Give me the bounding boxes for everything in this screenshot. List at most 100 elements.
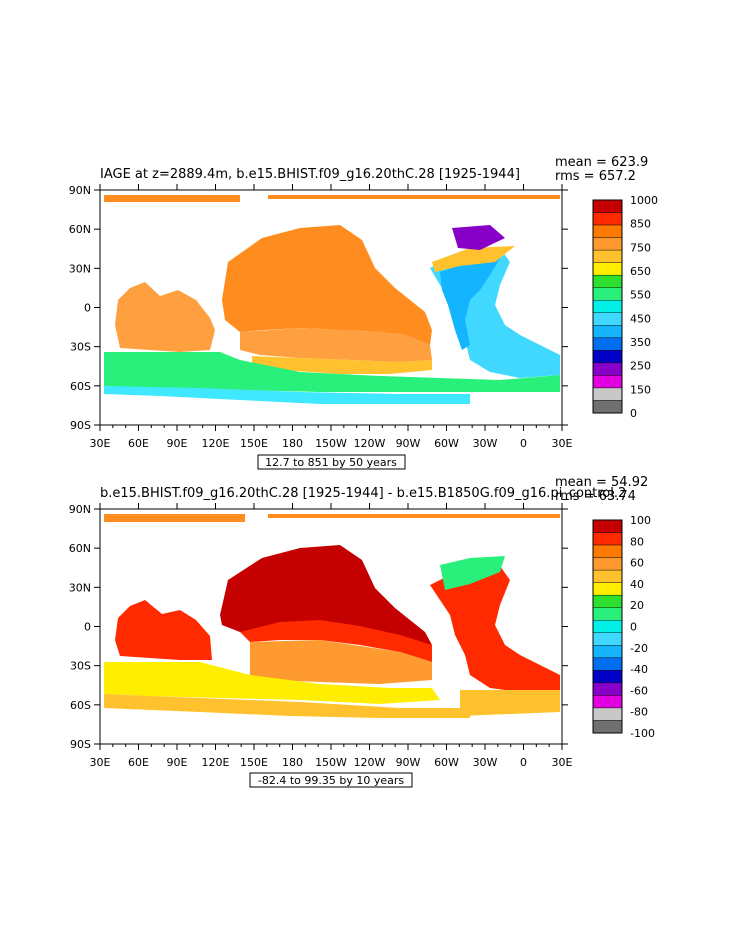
x-axis: 30E 60E 90E 120E 150E 180 150W 120W 90W 60W 30W 0 30…	[90, 184, 573, 450]
rms-stat: rms = 657.2	[555, 169, 636, 184]
colorbar-swatch	[592, 707, 623, 721]
region-north-atlantic-cyan	[440, 556, 505, 590]
x-tick-label: 150E	[240, 437, 268, 450]
x-tick-label: 90E	[167, 756, 188, 769]
colorbar-label: 150	[630, 383, 651, 396]
colorbar-swatch	[592, 325, 623, 339]
y-axis: 90N 60N 30N 0 30S 60S 90S	[69, 503, 568, 751]
colorbar-swatch	[592, 400, 623, 414]
colorbar-label: -80	[630, 706, 648, 719]
x-tick-label: 180	[282, 437, 303, 450]
mean-stat: mean = 623.9	[555, 155, 648, 170]
colorbar-swatch	[592, 262, 623, 276]
colorbar-swatch	[592, 199, 623, 213]
region-south-pacific-yellow	[104, 662, 440, 704]
colorbar-swatch	[592, 569, 623, 583]
x-tick-label: 60E	[128, 756, 149, 769]
colorbar-swatch	[592, 594, 623, 608]
region-indian-ocean	[115, 600, 212, 660]
x-tick-label: 120W	[354, 437, 386, 450]
colorbar-label: 550	[630, 289, 651, 302]
region-arctic-strip	[268, 514, 560, 518]
y-tick-label: 60S	[70, 699, 91, 712]
colorbar-swatch	[592, 212, 623, 226]
region-north-pacific	[220, 545, 432, 645]
colorbar-swatch	[592, 237, 623, 251]
panel-title: b.e15.BHIST.f09_g16.20thC.28 [1925-1944]…	[100, 486, 626, 501]
y-tick-label: 90N	[69, 184, 91, 197]
colorbar-frame	[592, 199, 623, 414]
region-southern-ocean-green	[104, 352, 560, 392]
region-greenland-gray	[452, 225, 505, 250]
colorbar-swatch	[592, 300, 623, 313]
region-arctic-strip	[104, 195, 240, 202]
region-arctic-strip	[104, 514, 245, 522]
x-tick-label: 120E	[202, 437, 230, 450]
rms-stat: rms = 63.74	[555, 489, 636, 504]
x-tick-label: 90W	[396, 437, 421, 450]
x-tick-label: 30E	[90, 756, 111, 769]
y-tick-label: 90S	[70, 738, 91, 751]
colorbar-swatch	[592, 582, 623, 596]
x-tick-label: 60E	[128, 437, 149, 450]
colorbar: 1000 850 750 650 550 450 350 250 150 0	[592, 194, 658, 420]
region-southern-ocean-cyan	[104, 386, 470, 404]
map	[99, 508, 563, 745]
x-tick-label: 60W	[434, 437, 459, 450]
region-equatorial-pacific	[240, 620, 432, 662]
colorbar-swatch	[592, 224, 623, 238]
region-atlantic-green	[430, 566, 560, 692]
x-tick-label: 150W	[315, 437, 347, 450]
caption-box: -82.4 to 99.35 by 10 years	[249, 772, 413, 788]
colorbar-label: 80	[630, 535, 644, 548]
map	[99, 189, 563, 426]
colorbar-swatch	[592, 519, 623, 533]
x-tick-label: 150E	[240, 756, 268, 769]
colorbar-swatch	[592, 670, 623, 684]
x-tick-label: 90E	[167, 437, 188, 450]
x-tick-label: 180	[282, 756, 303, 769]
region-north-pacific	[222, 225, 432, 345]
region-south-pacific-mid	[240, 328, 432, 362]
y-axis: 90N 60N 30N 0 30S 60S 90S	[69, 184, 568, 432]
colorbar-label: 40	[630, 578, 644, 591]
region-south-pacific-yellow	[252, 356, 432, 374]
caption-text: -82.4 to 99.35 by 10 years	[258, 774, 405, 787]
colorbar-swatch	[592, 620, 623, 633]
y-tick-label: 30N	[69, 581, 91, 594]
colorbar-label: 0	[630, 407, 637, 420]
region-arctic-strip	[268, 195, 560, 199]
x-tick-label: 30W	[473, 756, 498, 769]
x-tick-label: 30W	[473, 437, 498, 450]
colorbar-label: -60	[630, 684, 648, 697]
colorbar-label: -100	[630, 727, 655, 740]
colorbar-swatch	[592, 682, 623, 696]
mean-stat: mean = 54.92	[555, 475, 648, 490]
colorbar-label: 1000	[630, 194, 658, 207]
colorbar-label: 20	[630, 599, 644, 612]
colorbar-swatch	[592, 557, 623, 571]
colorbar-swatch	[592, 544, 623, 558]
x-tick-label: 30E	[552, 437, 573, 450]
y-tick-label: 0	[84, 621, 91, 634]
y-tick-label: 30S	[70, 660, 91, 673]
colorbar-swatch	[592, 607, 623, 621]
y-tick-label: 90N	[69, 503, 91, 516]
colorbar-swatch	[592, 375, 623, 389]
colorbar-label: 250	[630, 360, 651, 373]
top-panel: IAGE at z=2889.4m, b.e15.BHIST.f09_g16.2…	[69, 155, 658, 470]
x-tick-label: 0	[520, 756, 527, 769]
panel-title: IAGE at z=2889.4m, b.e15.BHIST.f09_g16.2…	[100, 167, 520, 182]
colorbar-frame	[592, 519, 623, 734]
y-tick-label: 90S	[70, 419, 91, 432]
colorbar-label: 850	[630, 218, 651, 231]
caption-text: 12.7 to 851 by 50 years	[265, 456, 397, 469]
y-tick-label: 0	[84, 302, 91, 315]
bottom-panel: b.e15.BHIST.f09_g16.20thC.28 [1925-1944]…	[69, 475, 655, 788]
x-tick-label: 90W	[396, 756, 421, 769]
colorbar-label: 450	[630, 312, 651, 325]
y-tick-label: 30N	[69, 262, 91, 275]
colorbar-swatch	[592, 249, 623, 263]
y-tick-label: 60N	[69, 542, 91, 555]
